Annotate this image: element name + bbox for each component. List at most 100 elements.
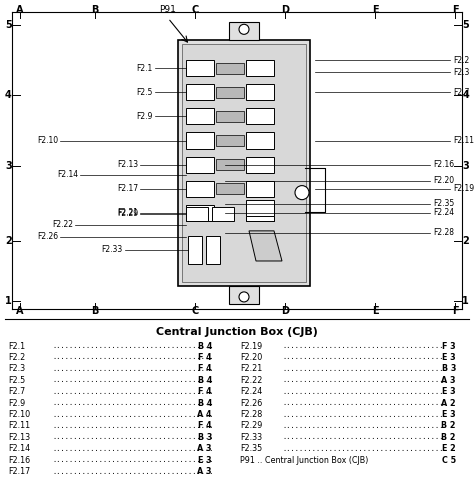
Text: ......................................: ......................................	[52, 355, 213, 361]
Bar	[246, 205, 274, 221]
Bar	[182, 44, 306, 282]
Text: F2.2: F2.2	[453, 56, 469, 65]
Text: 5: 5	[5, 20, 12, 30]
Bar	[216, 87, 244, 98]
Text: Central Junction Box (CJB): Central Junction Box (CJB)	[156, 327, 318, 337]
Text: 3: 3	[5, 161, 12, 171]
Text: F2.5: F2.5	[8, 376, 25, 385]
Text: B 4: B 4	[198, 376, 212, 385]
Text: F2.7: F2.7	[8, 387, 25, 396]
Text: F2.9: F2.9	[8, 398, 25, 408]
Bar	[212, 207, 234, 221]
Text: ......................................: ......................................	[282, 366, 444, 372]
Text: F 4: F 4	[199, 421, 212, 430]
Text: F2.28: F2.28	[433, 229, 454, 238]
Text: ......................................: ......................................	[282, 423, 444, 429]
Text: A: A	[16, 306, 24, 316]
Bar	[188, 236, 202, 264]
Text: F2.10: F2.10	[37, 136, 58, 145]
Bar	[186, 156, 214, 173]
Bar	[186, 181, 214, 197]
Bar	[216, 111, 244, 122]
Text: ......................................: ......................................	[52, 469, 213, 475]
Text: F2.28: F2.28	[240, 410, 262, 419]
Text: F2.24: F2.24	[433, 208, 454, 217]
Text: F2.11: F2.11	[8, 421, 30, 430]
Text: ......................................: ......................................	[52, 366, 213, 372]
Bar	[216, 63, 244, 74]
Bar	[186, 205, 214, 221]
Bar	[229, 286, 259, 304]
Text: B 4: B 4	[198, 342, 212, 351]
Text: B 3: B 3	[442, 365, 456, 374]
Bar	[186, 84, 214, 101]
Bar	[246, 132, 274, 148]
Text: F2.29: F2.29	[240, 421, 263, 430]
Text: F2.17: F2.17	[8, 467, 30, 476]
Text: D: D	[281, 306, 289, 316]
Text: A 3: A 3	[198, 467, 212, 476]
Text: B 4: B 4	[198, 398, 212, 408]
Text: B 2: B 2	[441, 433, 456, 442]
Text: P91: P91	[160, 5, 176, 14]
Text: F2.16: F2.16	[8, 456, 30, 465]
Text: F 4: F 4	[199, 353, 212, 362]
Text: B 3: B 3	[198, 433, 212, 442]
Circle shape	[239, 292, 249, 302]
Text: ......................................: ......................................	[52, 411, 213, 417]
Text: F2.5: F2.5	[137, 88, 153, 97]
Text: ......................................: ......................................	[52, 389, 213, 395]
Text: F2.16: F2.16	[433, 160, 454, 169]
Text: F2.26: F2.26	[37, 233, 58, 242]
Text: C: C	[191, 5, 199, 15]
Text: B: B	[91, 5, 99, 15]
Bar	[186, 60, 214, 76]
Text: F: F	[452, 306, 458, 316]
Text: F2.13: F2.13	[117, 160, 138, 169]
Text: A: A	[16, 5, 24, 15]
Text: F 4: F 4	[199, 365, 212, 374]
Text: 1: 1	[5, 296, 12, 306]
Text: F2.9: F2.9	[137, 112, 153, 121]
Circle shape	[239, 24, 249, 34]
Text: A 2: A 2	[441, 398, 456, 408]
Circle shape	[295, 186, 309, 200]
Text: E: E	[372, 306, 378, 316]
Text: 4: 4	[5, 90, 12, 101]
Text: B 2: B 2	[441, 421, 456, 430]
Text: F2.3: F2.3	[8, 365, 25, 374]
Text: 5: 5	[462, 20, 469, 30]
Text: F2.35: F2.35	[433, 199, 454, 208]
Bar	[246, 200, 274, 216]
Text: F2.1: F2.1	[137, 64, 153, 73]
Text: ......................................: ......................................	[52, 400, 213, 406]
Bar	[246, 109, 274, 124]
Polygon shape	[249, 231, 282, 261]
Bar	[246, 60, 274, 76]
Text: F2.1: F2.1	[8, 342, 25, 351]
Bar	[216, 183, 244, 194]
Text: ......................................: ......................................	[282, 446, 444, 452]
Text: E 3: E 3	[442, 387, 456, 396]
Text: ......................................: ......................................	[282, 400, 444, 406]
Text: 1: 1	[462, 296, 469, 306]
Text: ......................................: ......................................	[282, 434, 444, 440]
Bar	[206, 236, 220, 264]
Bar	[178, 40, 310, 286]
Text: ......................................: ......................................	[52, 457, 213, 463]
Text: E 3: E 3	[199, 456, 212, 465]
Text: F2.3: F2.3	[453, 68, 469, 77]
Text: A 4: A 4	[198, 410, 212, 419]
Text: ......................................: ......................................	[52, 446, 213, 452]
Text: F2.22: F2.22	[52, 220, 73, 230]
Text: F2.10: F2.10	[8, 410, 30, 419]
Text: F2.19: F2.19	[453, 184, 474, 193]
Text: D: D	[281, 5, 289, 15]
Text: F 3: F 3	[442, 342, 456, 351]
Text: 2: 2	[5, 236, 12, 246]
Text: ......................................: ......................................	[52, 423, 213, 429]
Text: F2.7: F2.7	[453, 88, 469, 97]
Text: F2.21: F2.21	[117, 208, 138, 217]
Text: ......................................: ......................................	[282, 343, 444, 349]
Text: ......................................: ......................................	[282, 389, 444, 395]
